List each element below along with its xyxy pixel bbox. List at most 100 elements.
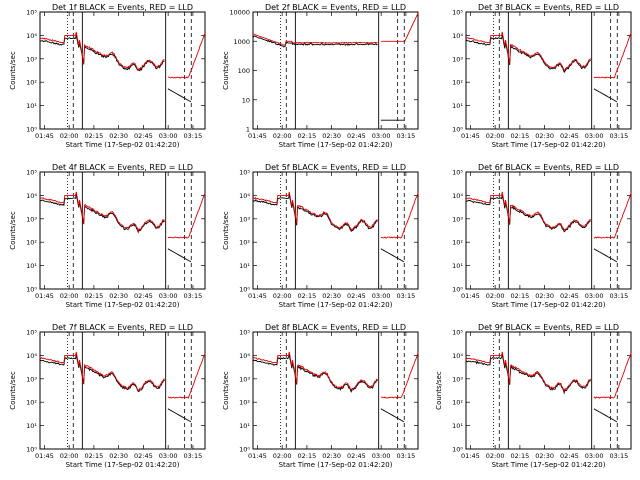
x-axis-label: Start Time (17-Sep-02 01:42:20): [492, 301, 606, 309]
x-tick-label: 02:30: [322, 452, 341, 460]
series-events-line: [465, 354, 618, 423]
y-tick-label: 10000: [229, 9, 250, 17]
x-tick-label: 02:45: [560, 452, 579, 460]
x-tick-label: 02:15: [298, 452, 317, 460]
y-tick-label: 10⁴: [239, 352, 250, 360]
y-tick-label: 10⁵: [26, 169, 37, 177]
y-tick-label: 10²: [26, 79, 37, 87]
x-tick-label: 02:30: [109, 292, 128, 300]
y-tick-label: 10⁴: [26, 192, 37, 200]
y-tick-label: 10⁰: [26, 126, 37, 134]
x-tick-label: 03:00: [372, 132, 391, 140]
x-tick-label: 03:15: [397, 132, 416, 140]
y-tick-label: 1000: [233, 38, 250, 46]
y-tick-label: 10³: [239, 215, 250, 223]
x-tick-label: 03:00: [585, 292, 604, 300]
y-tick-label: 10⁰: [452, 286, 463, 294]
y-tick-label: 10⁰: [239, 286, 250, 294]
series-lld-line: [465, 191, 632, 239]
series-lld-line: [252, 351, 419, 399]
y-axis-label: Counts/sec: [435, 371, 443, 410]
x-tick-label: 03:00: [159, 132, 178, 140]
y-axis-label: Counts/sec: [222, 51, 230, 90]
y-tick-label: 10¹: [239, 262, 250, 270]
y-tick-label: 10⁵: [26, 329, 37, 337]
series-lld-line: [252, 191, 419, 239]
x-tick-label: 03:00: [585, 452, 604, 460]
series-lld-line: [465, 31, 632, 79]
y-tick-label: 10⁰: [26, 446, 37, 454]
x-tick-label: 03:15: [610, 452, 629, 460]
x-axis-label: Start Time (17-Sep-02 01:42:20): [66, 301, 180, 309]
x-tick-label: 01:45: [248, 452, 267, 460]
series-events-line: [465, 195, 618, 263]
series-lld-line: [39, 191, 206, 239]
y-tick-label: 10⁵: [239, 169, 250, 177]
y-axis-label: Counts/sec: [9, 371, 17, 410]
x-tick-label: 02:15: [85, 292, 104, 300]
chart-title: Det 9f BLACK = Events, RED = LLD: [478, 323, 619, 332]
y-tick-label: 10²: [239, 239, 250, 247]
x-tick-label: 02:15: [511, 292, 530, 300]
x-tick-label: 02:45: [347, 132, 366, 140]
x-tick-label: 02:00: [60, 452, 79, 460]
x-tick-label: 02:45: [347, 452, 366, 460]
y-tick-label: 10³: [239, 375, 250, 383]
x-tick-label: 02:00: [486, 452, 505, 460]
x-tick-label: 03:15: [610, 132, 629, 140]
series-lld-line: [39, 351, 206, 399]
x-tick-label: 02:00: [60, 292, 79, 300]
x-tick-label: 03:00: [159, 452, 178, 460]
x-tick-label: 03:15: [184, 452, 203, 460]
x-axis-label: Start Time (17-Sep-02 01:42:20): [66, 141, 180, 149]
x-tick-label: 03:15: [397, 292, 416, 300]
series-events-line: [252, 35, 404, 121]
chart-title: Det 3f BLACK = Events, RED = LLD: [478, 3, 619, 12]
chart-panel-1: Det 1f BLACK = Events, RED = LLD 10⁰ 10¹ 10…: [9, 3, 206, 149]
y-tick-label: 10¹: [26, 422, 37, 430]
x-tick-label: 02:45: [134, 452, 153, 460]
y-axis-label: Counts/sec: [9, 211, 17, 250]
y-tick-label: 10⁴: [239, 192, 250, 200]
chart-title: Det 6f BLACK = Events, RED = LLD: [478, 163, 619, 172]
plot-frame: [39, 11, 206, 130]
y-tick-label: 10¹: [452, 262, 463, 270]
plot-frame: [39, 171, 206, 290]
x-tick-label: 03:15: [397, 452, 416, 460]
x-axis-label: Start Time (17-Sep-02 01:42:20): [66, 461, 180, 469]
x-tick-label: 02:00: [273, 132, 292, 140]
y-tick-label: 10¹: [239, 422, 250, 430]
plot-frame: [465, 11, 632, 130]
x-axis-label: Start Time (17-Sep-02 01:42:20): [279, 301, 393, 309]
chart-title: Det 4f BLACK = Events, RED = LLD: [52, 163, 193, 172]
y-axis-label: Counts/sec: [9, 51, 17, 90]
y-tick-label: 10³: [26, 375, 37, 383]
y-tick-label: 10: [242, 96, 250, 104]
x-tick-label: 02:00: [60, 132, 79, 140]
x-tick-label: 01:45: [461, 452, 480, 460]
x-tick-label: 02:00: [486, 132, 505, 140]
x-tick-label: 03:00: [585, 132, 604, 140]
x-tick-label: 01:45: [248, 132, 267, 140]
x-tick-label: 01:45: [35, 132, 54, 140]
y-axis-label: Counts/sec: [222, 371, 230, 410]
x-tick-label: 02:15: [298, 292, 317, 300]
y-tick-label: 100: [238, 67, 250, 75]
series-events-line: [465, 35, 618, 103]
y-tick-label: 10⁴: [26, 32, 37, 40]
x-tick-label: 02:45: [560, 132, 579, 140]
chart-panel-6: Det 6f BLACK = Events, RED = LLD 10⁰ 10¹ 10…: [452, 163, 632, 309]
x-tick-label: 02:30: [535, 132, 554, 140]
y-tick-label: 10¹: [26, 102, 37, 110]
chart-panel-5: Det 5f BLACK = Events, RED = LLD 10⁰ 10¹ 10…: [222, 163, 419, 309]
y-tick-label: 10⁵: [452, 329, 463, 337]
chart-title: Det 5f BLACK = Events, RED = LLD: [265, 163, 406, 172]
x-tick-label: 03:15: [610, 292, 629, 300]
x-tick-label: 03:15: [184, 132, 203, 140]
series-lld-line: [465, 351, 632, 399]
plot-frame: [252, 11, 419, 130]
series-events-line: [252, 354, 405, 423]
x-tick-label: 02:00: [273, 452, 292, 460]
series-lld-line: [39, 31, 206, 79]
